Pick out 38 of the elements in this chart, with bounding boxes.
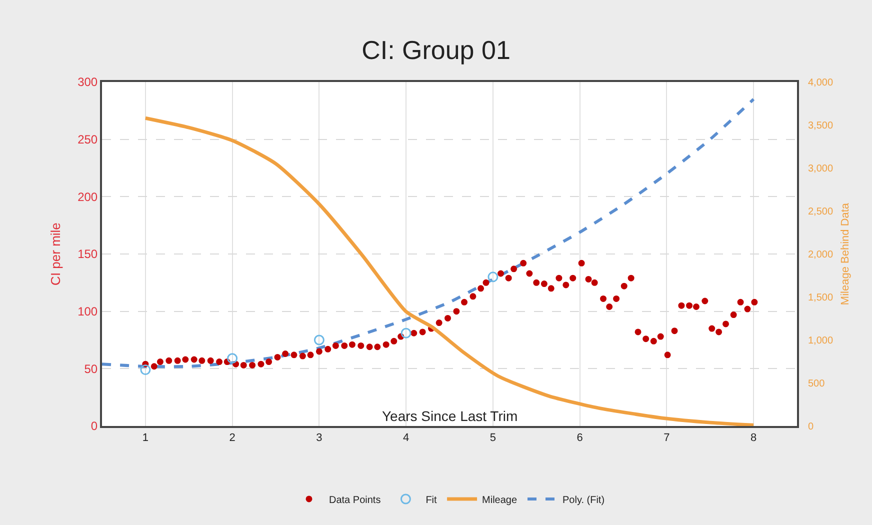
y-tick-label: 250 bbox=[78, 132, 98, 147]
y2-tick-label: 4,000 bbox=[808, 78, 834, 88]
chart-title: CI: Group 01 bbox=[362, 34, 510, 65]
y2-tick-label: 500 bbox=[808, 378, 826, 390]
x-tick-label: 5 bbox=[490, 432, 496, 444]
y-tick-label: 0 bbox=[90, 419, 98, 434]
y-tick-label: 100 bbox=[78, 304, 98, 319]
point bbox=[140, 364, 151, 376]
legend-label: Mileage bbox=[482, 494, 518, 506]
y2-tick-label: 3,000 bbox=[808, 164, 834, 174]
x-tick-label: 3 bbox=[316, 432, 322, 444]
y-tick-label: 300 bbox=[78, 75, 98, 90]
x-axis-title: Years Since Last Trim bbox=[382, 408, 518, 424]
x-tick-label: 6 bbox=[576, 432, 583, 444]
y2-tick-label: 3,500 bbox=[808, 120, 834, 132]
point bbox=[400, 328, 412, 338]
y-tick-label: 150 bbox=[78, 247, 98, 262]
point bbox=[227, 353, 238, 364]
y2-tick-label: 1,000 bbox=[808, 336, 834, 346]
y2-tick-label: 0 bbox=[808, 422, 814, 432]
x-tick-label: 4 bbox=[402, 432, 410, 444]
legend-label: Data Points bbox=[329, 494, 381, 506]
y-tick-label: 200 bbox=[78, 190, 98, 204]
y2-axis-title: Mileage Behind Data bbox=[840, 202, 852, 306]
point bbox=[488, 272, 498, 282]
x-tick-label: 2 bbox=[229, 432, 236, 444]
x-tick-label: 7 bbox=[664, 432, 670, 444]
y2-tick-label: 2,500 bbox=[808, 206, 834, 218]
y2-tick-label: 2,000 bbox=[808, 250, 834, 260]
x-tick-label: 8 bbox=[750, 432, 757, 444]
y-axis-title: CI per mile bbox=[48, 222, 64, 286]
y2-tick-label: 1,500 bbox=[808, 292, 834, 304]
line-series bbox=[144, 116, 756, 426]
x-tick-label: 1 bbox=[142, 432, 149, 444]
point bbox=[314, 334, 324, 346]
legend-label: Fit bbox=[426, 494, 438, 506]
legend-label: Poly. (Fit) bbox=[562, 494, 605, 506]
y-tick-label: 50 bbox=[84, 362, 98, 376]
